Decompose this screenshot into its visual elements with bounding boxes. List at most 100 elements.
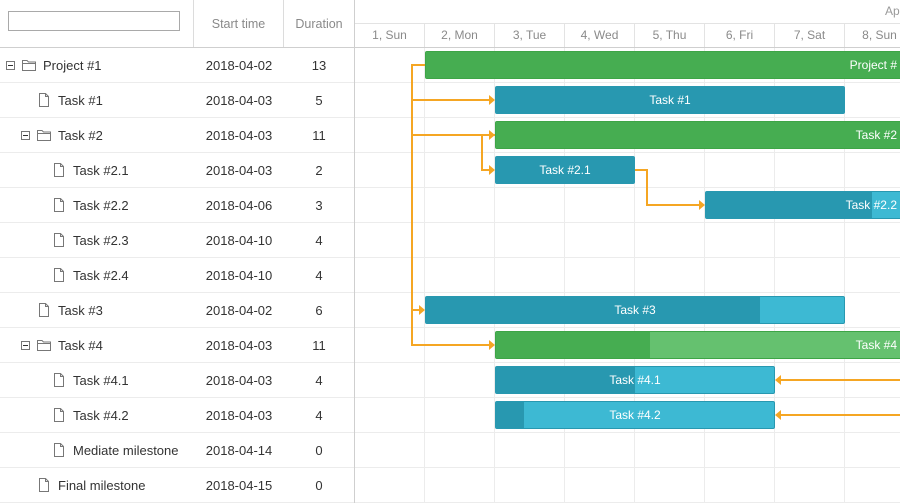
task-name: Task #2.3	[73, 232, 129, 248]
table-row[interactable]: Task #4.1 2018-04-03 4	[0, 363, 354, 398]
duration-cell: 4	[315, 232, 323, 248]
link-arrow-icon	[489, 340, 495, 350]
dependency-link[interactable]	[411, 64, 489, 101]
start-time-cell: 2018-04-02	[205, 57, 273, 73]
bar-label: Task #3	[614, 303, 656, 317]
name-cell: Task #4.2	[0, 398, 245, 432]
name-cell: Task #2.2	[0, 188, 245, 222]
bar-progress	[496, 87, 844, 113]
collapse-toggle-icon[interactable]	[21, 340, 30, 350]
table-row[interactable]: Project #1 2018-04-02 13	[0, 48, 354, 83]
task-bar-task-4-2[interactable]: Task #4.2	[495, 401, 775, 429]
name-cell: Final milestone	[0, 468, 230, 502]
collapse-toggle-icon[interactable]	[6, 60, 15, 70]
table-row[interactable]: Final milestone 2018-04-15 0	[0, 468, 354, 503]
task-name: Task #4	[58, 337, 103, 353]
dependency-link[interactable]	[481, 134, 495, 171]
day-scale-cell: 6, Fri	[705, 23, 775, 47]
task-bar-task-3[interactable]: Task #3	[425, 296, 845, 324]
project-bar-task-2[interactable]: Task #2	[495, 121, 900, 149]
day-scale-cell: 5, Thu	[635, 23, 705, 47]
bar-progress	[706, 192, 873, 218]
table-row[interactable]: Task #2.1 2018-04-03 2	[0, 153, 354, 188]
name-cell: Task #2.1	[0, 153, 245, 187]
table-row[interactable]: Task #2.4 2018-04-10 4	[0, 258, 354, 293]
dependency-links	[411, 64, 900, 420]
name-cell: Mediate milestone	[0, 433, 245, 467]
collapse-toggle-icon[interactable]	[21, 130, 30, 140]
table-row[interactable]: Task #2 2018-04-03 11	[0, 118, 354, 153]
name-cell: Task #3	[0, 293, 230, 327]
name-cell: Task #2.4	[0, 258, 245, 292]
project-bar-task-4[interactable]: Task #4	[495, 331, 900, 359]
folder-icon	[21, 57, 37, 73]
timeline-row-line	[355, 432, 900, 433]
header-start-time[interactable]: Start time	[194, 0, 284, 47]
start-time-cell: 2018-04-14	[205, 442, 273, 458]
start-time-cell: 2018-04-03	[205, 337, 273, 353]
day-scale-cell: 1, Sun	[355, 23, 425, 47]
file-icon	[36, 477, 52, 493]
task-name: Mediate milestone	[73, 442, 179, 458]
table-row[interactable]: Task #1 2018-04-03 5	[0, 83, 354, 118]
bar-progress	[496, 402, 524, 428]
link-arrow-icon	[489, 95, 495, 105]
table-row[interactable]: Mediate milestone 2018-04-14 0	[0, 433, 354, 468]
table-row[interactable]: Task #2.2 2018-04-06 3	[0, 188, 354, 223]
file-icon	[51, 267, 67, 283]
timeline-gridline	[844, 48, 845, 503]
timeline-panel: Ap 1, Sun 2, Mon 3, Tue 4, Wed 5, Thu 6, Fri 7…	[355, 0, 900, 503]
timeline-gridline	[634, 48, 635, 503]
duration-cell: 3	[315, 197, 323, 213]
bar-progress	[496, 332, 650, 358]
dependency-link[interactable]	[635, 169, 699, 206]
table-row[interactable]: Task #3 2018-04-02 6	[0, 293, 354, 328]
duration-cell: 2	[315, 162, 323, 178]
bar-label: Task #1	[649, 93, 691, 107]
duration-cell: 4	[315, 372, 323, 388]
start-time-cell: 2018-04-15	[205, 477, 273, 493]
task-bar-task-2-2[interactable]: Task #2.2	[705, 191, 900, 219]
day-scale-cell: 8, Sun	[845, 23, 900, 47]
task-name: Task #4.1	[73, 372, 129, 388]
table-row[interactable]: Task #4.2 2018-04-03 4	[0, 398, 354, 433]
bar-label: Task #4	[855, 338, 897, 352]
file-icon	[51, 372, 67, 388]
task-bar-task-4-1[interactable]: Task #4.1	[495, 366, 775, 394]
search-input[interactable]	[8, 11, 180, 31]
project-bar-project-1[interactable]: Project #	[425, 51, 900, 79]
task-bar-task-2-1[interactable]: Task #2.1	[495, 156, 635, 184]
grid-rows: Project #1 2018-04-02 13 Task #1 2018-04-03 5…	[0, 48, 354, 503]
link-arrow-icon	[775, 410, 781, 420]
start-time-cell: 2018-04-02	[205, 302, 273, 318]
start-time-cell: 2018-04-03	[205, 407, 273, 423]
name-cell: Task #4.1	[0, 363, 245, 397]
timeline-gridline	[424, 48, 425, 503]
timeline-row-line	[355, 222, 900, 223]
duration-cell: 6	[315, 302, 323, 318]
name-cell: Task #4	[0, 328, 215, 362]
file-icon	[51, 232, 67, 248]
timeline-gridline	[494, 48, 495, 503]
bar-label: Task #2.2	[845, 198, 897, 212]
name-cell: Task #2	[0, 118, 215, 152]
timeline-row-line	[355, 397, 900, 398]
header-name-cell	[0, 0, 194, 47]
duration-cell: 11	[312, 127, 326, 143]
header-duration[interactable]: Duration	[295, 16, 343, 31]
table-row[interactable]: Task #2.3 2018-04-10 4	[0, 223, 354, 258]
bar-label: Task #2.1	[539, 163, 591, 177]
dependency-link[interactable]	[411, 64, 489, 346]
task-name: Final milestone	[58, 477, 146, 493]
dependency-link[interactable]	[411, 64, 425, 311]
task-name: Task #4.2	[73, 407, 129, 423]
bar-label: Task #4.2	[609, 408, 661, 422]
task-bar-task-1[interactable]: Task #1	[495, 86, 845, 114]
table-row[interactable]: Task #4 2018-04-03 11	[0, 328, 354, 363]
folder-icon	[36, 337, 52, 353]
start-time-cell: 2018-04-03	[205, 162, 273, 178]
bar-progress	[496, 122, 900, 148]
start-time-cell: 2018-04-10	[205, 267, 273, 283]
duration-cell: 4	[315, 267, 323, 283]
grid-header: Start time Duration	[0, 0, 354, 48]
